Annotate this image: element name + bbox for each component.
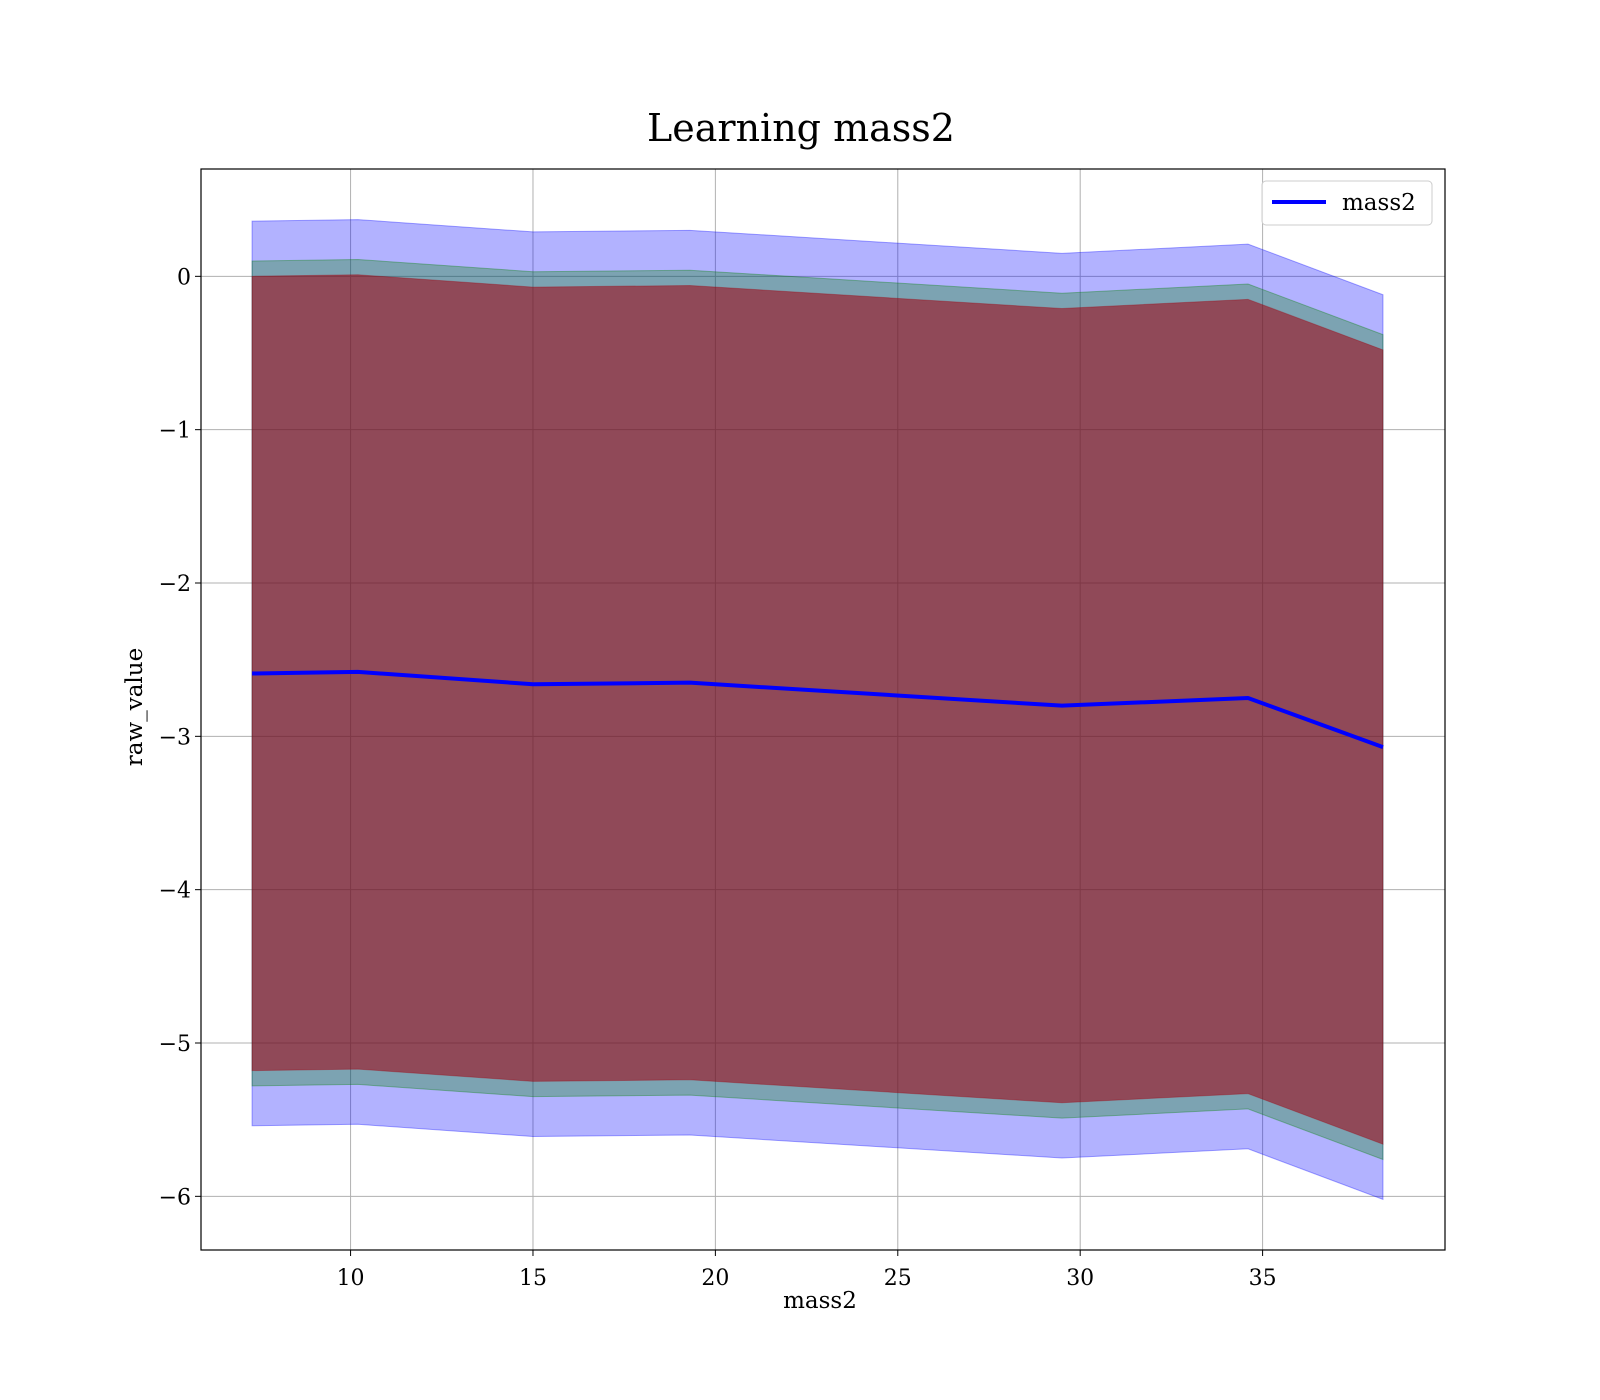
y-tick-label-5: −5	[159, 1032, 191, 1057]
x-tick-label-10: 10	[337, 1266, 365, 1291]
y-tick-label-0: 0	[177, 265, 191, 290]
y-tick-label-2: −2	[159, 572, 191, 597]
y-axis-label: raw_value	[122, 648, 148, 766]
confidence-band-2	[251, 274, 1384, 1145]
y-tick-label-4: −4	[159, 879, 191, 904]
x-axis-label: mass2	[783, 1288, 857, 1314]
x-tick-label-35: 35	[1249, 1266, 1277, 1291]
plot-frame	[200, 168, 1446, 1251]
legend-box	[1261, 180, 1433, 226]
y-tick-label-1: −1	[159, 419, 191, 444]
legend-label-mass2: mass2	[1342, 190, 1416, 216]
chart-title: Learning mass2	[647, 106, 955, 150]
x-tick-label-30: 30	[1066, 1266, 1094, 1291]
series-line-mass2	[252, 669, 1384, 749]
legend: mass2	[1261, 180, 1433, 226]
x-tick-label-15: 15	[519, 1266, 547, 1291]
y-tick-label-3: −3	[159, 725, 191, 750]
x-tick-label-25: 25	[884, 1266, 912, 1291]
x-tick-label-20: 20	[701, 1266, 729, 1291]
plot-area: 10 15 20 25 30 35 0 −1 −2 −3 −4 −5 −6	[159, 168, 1446, 1291]
y-tick-label-6: −6	[159, 1185, 191, 1210]
